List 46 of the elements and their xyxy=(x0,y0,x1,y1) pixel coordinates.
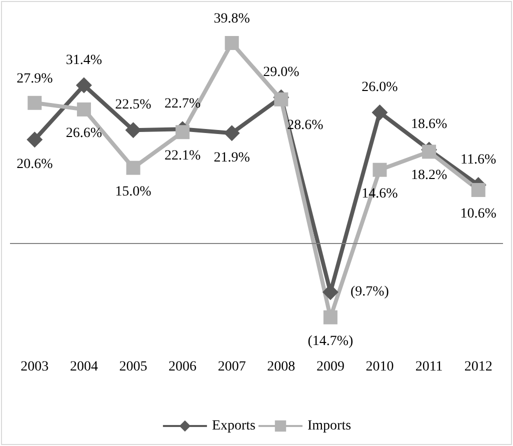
data-label: 22.7% xyxy=(164,96,201,112)
point xyxy=(323,310,338,324)
data-label: (9.7%) xyxy=(350,284,390,300)
data-label: 18.2% xyxy=(410,168,448,184)
data-label: 20.6% xyxy=(16,157,54,172)
x-tick-label: 2006 xyxy=(168,360,197,374)
x-tick-label: 2005 xyxy=(119,360,148,374)
x-tick-label: 2004 xyxy=(70,360,98,374)
data-label: 26.0% xyxy=(362,80,398,95)
x-tick-label: 2010 xyxy=(366,360,394,374)
point xyxy=(471,182,486,197)
point xyxy=(274,92,288,106)
data-label: 39.8% xyxy=(214,12,250,27)
point xyxy=(76,102,91,116)
x-tick-label: 2012 xyxy=(464,360,492,374)
data-label: 14.6% xyxy=(362,186,398,202)
x-tick-label: 2003 xyxy=(20,360,49,374)
x-tick-label: 2008 xyxy=(267,360,296,374)
legend-label: Imports xyxy=(308,418,352,434)
point xyxy=(126,160,140,175)
data-label: 21.9% xyxy=(214,150,250,166)
data-label: 15.0% xyxy=(115,184,152,200)
data-label: 29.0% xyxy=(263,64,300,80)
point xyxy=(76,77,92,94)
point xyxy=(372,162,387,177)
data-label: 18.6% xyxy=(410,117,448,132)
data-label: 11.6% xyxy=(460,152,496,168)
data-label: 10.6% xyxy=(460,206,497,222)
point xyxy=(372,104,388,120)
point xyxy=(176,125,190,140)
data-label: 22.5% xyxy=(115,98,152,113)
data-label: 31.4% xyxy=(66,52,102,68)
legend-label: Exports xyxy=(212,418,256,434)
point xyxy=(28,96,42,110)
point xyxy=(125,122,142,138)
point xyxy=(224,125,240,142)
x-tick-label: 2007 xyxy=(218,360,246,374)
data-label: (14.7%) xyxy=(308,334,354,349)
data-label: 26.6% xyxy=(66,126,102,141)
x-tick-label: 2011 xyxy=(415,360,443,374)
data-label: 22.1% xyxy=(164,148,201,164)
data-label: 27.9% xyxy=(16,71,54,86)
x-tick-label: 2009 xyxy=(316,360,344,374)
point xyxy=(26,132,43,148)
point xyxy=(224,36,239,50)
point xyxy=(422,144,436,159)
